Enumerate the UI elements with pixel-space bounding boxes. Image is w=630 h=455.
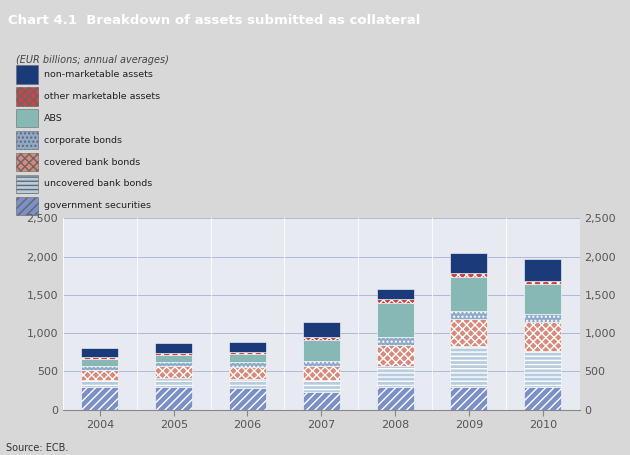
Bar [16,175,38,193]
Bar [450,310,488,319]
Bar [524,284,561,314]
Bar [155,378,192,387]
Text: ABS: ABS [44,114,63,123]
Bar [303,380,340,392]
Bar [450,387,488,410]
Bar [229,379,266,389]
Bar [81,379,118,387]
Text: government securities: government securities [44,201,151,210]
Bar [377,366,413,387]
Bar [450,346,488,387]
Text: non-marketable assets: non-marketable assets [44,70,153,79]
Bar [16,131,38,149]
Bar [229,363,266,367]
Bar [229,367,266,379]
Bar [229,389,266,410]
Bar [81,357,118,359]
Bar [377,299,413,303]
Bar [303,337,340,340]
Bar [450,277,488,310]
Bar [81,387,118,410]
Text: other marketable assets: other marketable assets [44,92,160,101]
Text: Source: ECB.: Source: ECB. [6,443,69,453]
Text: (EUR billions; annual averages): (EUR billions; annual averages) [16,55,169,65]
Bar [450,319,488,346]
Bar [377,337,413,344]
Bar [16,87,38,106]
Bar [16,197,38,215]
Bar [524,314,561,322]
Text: Chart 4.1  Breakdown of assets submitted as collateral: Chart 4.1 Breakdown of assets submitted … [8,15,420,27]
Bar [81,359,118,366]
Bar [155,366,192,378]
Bar [450,253,488,273]
Bar [155,343,192,353]
Bar [229,352,266,354]
Bar [450,273,488,277]
Bar [303,392,340,410]
Bar [377,387,413,410]
Bar [16,65,38,84]
Bar [81,348,118,357]
Bar [229,354,266,363]
Bar [81,366,118,370]
Bar [16,109,38,127]
Bar [81,370,118,379]
Bar [524,322,561,351]
Text: corporate bonds: corporate bonds [44,136,122,145]
Bar [155,353,192,355]
Bar [377,303,413,337]
Bar [303,361,340,366]
Bar [229,342,266,352]
Bar [155,355,192,363]
Bar [303,340,340,361]
Bar [377,344,413,366]
Text: covered bank bonds: covered bank bonds [44,157,140,167]
Bar [524,351,561,387]
Bar [524,387,561,410]
Bar [303,366,340,380]
Bar [155,363,192,366]
Bar [16,153,38,171]
Bar [524,281,561,284]
Bar [155,387,192,410]
Bar [303,322,340,337]
Bar [377,289,413,299]
Text: uncovered bank bonds: uncovered bank bonds [44,179,152,188]
Bar [524,258,561,281]
